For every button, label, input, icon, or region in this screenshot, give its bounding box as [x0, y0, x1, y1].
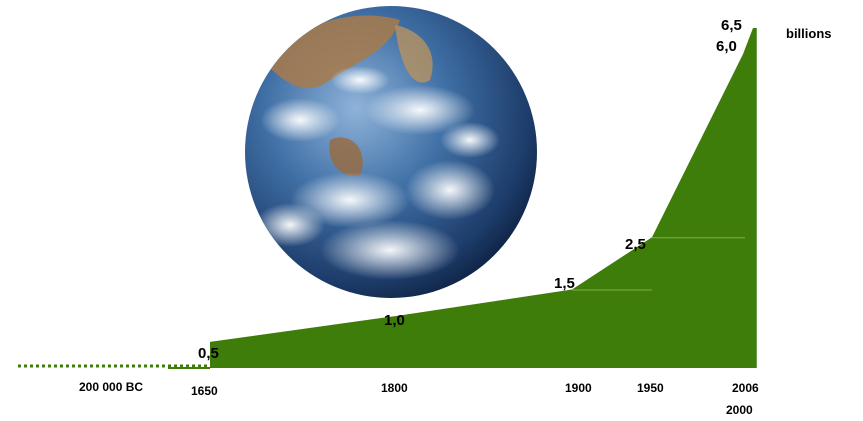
tick-label-1900: 1900	[565, 381, 592, 395]
value-label-2006: 6,5	[721, 17, 742, 34]
tick-label-200000bc: 200 000 BC	[79, 380, 143, 394]
value-label-1650: 0,5	[198, 345, 219, 362]
tick-label-2000: 2000	[726, 403, 753, 417]
value-label-1800: 1,0	[384, 312, 405, 329]
tick-label-1650: 1650	[191, 384, 218, 398]
tick-label-1800: 1800	[381, 381, 408, 395]
earth-globe-image	[245, 6, 537, 298]
value-label-2000: 6,0	[716, 38, 737, 55]
value-label-1950: 2,5	[625, 236, 646, 253]
tick-label-2006: 2006	[732, 381, 759, 395]
value-label-1900: 1,5	[554, 275, 575, 292]
unit-label: billions	[786, 26, 832, 41]
tick-label-1950: 1950	[637, 381, 664, 395]
